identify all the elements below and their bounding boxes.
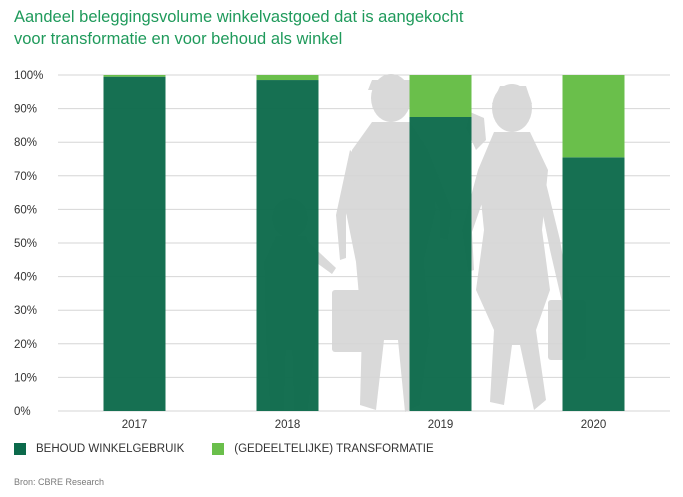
y-tick-label: 10% — [14, 372, 37, 384]
source-note: Bron: CBRE Research — [14, 477, 105, 487]
bar-transformatie-2018 — [256, 75, 319, 81]
y-tick-label: 30% — [14, 305, 37, 317]
y-axis-tick-labels: 0% 10% 20% 30% 40% 50% 60% 70% 80% 90% 100% — [14, 70, 43, 418]
bar-behoud-2019 — [409, 117, 472, 411]
legend-swatch-behoud — [14, 443, 26, 455]
bar-transformatie-2017 — [103, 75, 166, 77]
title-line-2: voor transformatie en voor behoud als wi… — [14, 30, 343, 48]
legend-item-behoud: BEHOUD WINKELGEBRUIK — [14, 443, 184, 455]
bar-behoud-2017 — [103, 76, 166, 412]
y-tick-label: 60% — [14, 204, 37, 216]
legend-label-transformatie: (GEDEELTELIJKE) TRANSFORMATIE — [234, 443, 434, 455]
legend-swatch-transformatie — [212, 443, 225, 455]
x-tick-label: 2017 — [122, 419, 148, 431]
title-line-1: Aandeel beleggingsvolume winkelvastgoed … — [14, 8, 464, 26]
bar-behoud-2020 — [562, 157, 625, 411]
stacked-bar-chart: 0%10%20%30%40%50%60%70%80%90%100% 2017 20… — [14, 70, 670, 431]
bar-transformatie-2020 — [562, 75, 625, 158]
y-tick-label: 100% — [14, 70, 43, 82]
x-axis-tick-labels: 2017 2018 2019 2020 — [122, 419, 607, 431]
y-tick-label: 0% — [14, 406, 31, 418]
legend-label-behoud: BEHOUD WINKELGEBRUIK — [36, 443, 185, 455]
y-tick-label: 80% — [14, 137, 37, 149]
bar-behoud-2018 — [256, 80, 319, 411]
bars — [103, 75, 625, 412]
x-tick-label: 2018 — [275, 419, 301, 431]
x-tick-label: 2020 — [581, 419, 607, 431]
y-tick-label: 20% — [14, 339, 37, 351]
bar-transformatie-2019 — [409, 75, 472, 117]
y-tick-label: 40% — [14, 272, 37, 284]
chart-title: Aandeel beleggingsvolume winkelvastgoed … — [14, 6, 674, 50]
legend-item-transformatie: (GEDEELTELIJKE) TRANSFORMATIE — [212, 443, 434, 455]
legend: BEHOUD WINKELGEBRUIK (GEDEELTELIJKE) TRA… — [14, 443, 462, 455]
y-tick-label: 70% — [14, 171, 37, 183]
y-tick-label: 90% — [14, 104, 37, 116]
y-tick-label: 50% — [14, 238, 37, 250]
x-tick-label: 2019 — [428, 419, 454, 431]
